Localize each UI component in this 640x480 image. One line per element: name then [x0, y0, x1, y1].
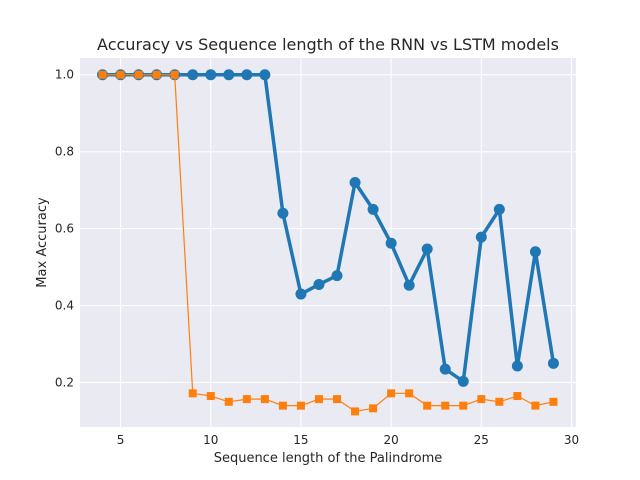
series-2-point [134, 70, 143, 79]
series-1-point [277, 207, 289, 219]
series-1-point [367, 203, 379, 215]
y-tick-label: 0.8 [55, 145, 74, 159]
series-1-point [205, 69, 217, 81]
x-tick-label: 5 [117, 433, 125, 447]
y-tick-label: 0.6 [55, 222, 74, 236]
series-1-point [421, 243, 433, 255]
y-axis-ticks: 0.2 0.4 0.6 0.8 1.0 [55, 68, 74, 390]
x-axis-label: Sequence length of the Palindrome [214, 451, 443, 466]
series-1-point [385, 237, 397, 249]
y-tick-label: 0.2 [55, 376, 74, 390]
series-2-point [513, 392, 522, 401]
series-2-point [242, 395, 251, 404]
series-2-point [260, 395, 269, 404]
x-tick-label: 20 [383, 433, 398, 447]
chart-title: Accuracy vs Sequence length of the RNN v… [97, 35, 559, 54]
series-2-point [314, 395, 323, 404]
series-2-point [369, 404, 378, 413]
y-axis-label: Max Accuracy [35, 197, 50, 288]
series-2-point [333, 395, 342, 404]
x-tick-label: 10 [203, 433, 218, 447]
series-1-point [241, 69, 253, 81]
series-1-point [475, 231, 487, 243]
x-axis-ticks: 5 10 15 20 25 30 [117, 433, 579, 447]
series-2 [98, 70, 558, 416]
series-1-point [295, 288, 307, 300]
series-1-point [223, 69, 235, 81]
x-tick-label: 25 [474, 433, 489, 447]
series-1-point [187, 69, 199, 81]
series-2-point [477, 395, 486, 404]
series-2-point [152, 70, 161, 79]
series-1-point [259, 69, 271, 81]
series-2-point [549, 397, 558, 406]
series-2-point [387, 389, 396, 398]
series-1-point [349, 176, 361, 188]
series-2-point [351, 407, 360, 416]
series-2-point [296, 401, 305, 410]
series-2-point [495, 397, 504, 406]
series-1-point [403, 279, 415, 291]
x-tick-label: 30 [564, 433, 579, 447]
y-tick-label: 1.0 [55, 68, 74, 82]
series-2-point [188, 389, 197, 398]
grid-lines [80, 58, 576, 427]
series-2-point [224, 397, 233, 406]
x-tick-label: 15 [293, 433, 308, 447]
series-2-point [441, 401, 450, 410]
series-1-point [331, 270, 343, 282]
series-2-point [278, 401, 287, 410]
plot-area [80, 58, 576, 427]
series-1-point [547, 357, 559, 369]
series-2-point [98, 70, 107, 79]
series-2-point [423, 401, 432, 410]
series-2-point [459, 401, 468, 410]
series-1-point [439, 363, 451, 375]
series-1-point [313, 278, 325, 290]
series-1-point [457, 375, 469, 387]
series-layer [97, 69, 559, 416]
y-tick-label: 0.4 [55, 299, 74, 313]
series-2-point [206, 392, 215, 401]
series-2-point [170, 70, 179, 79]
series-2-point [531, 401, 540, 410]
series-1-point [493, 203, 505, 215]
series-1-point [529, 246, 541, 258]
series-1-point [511, 360, 523, 372]
series-2-point [405, 389, 414, 398]
series-2-point [116, 70, 125, 79]
